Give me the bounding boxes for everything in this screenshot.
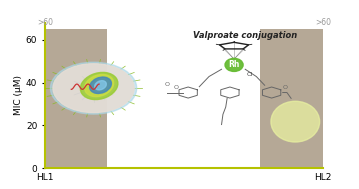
Text: Valproate conjugation: Valproate conjugation: [193, 31, 297, 40]
Text: O: O: [165, 82, 170, 87]
Text: >60: >60: [315, 18, 331, 27]
Text: O: O: [283, 85, 288, 90]
Ellipse shape: [90, 77, 111, 94]
Ellipse shape: [80, 72, 118, 100]
Text: O: O: [173, 85, 178, 90]
Text: >60: >60: [37, 18, 53, 27]
Ellipse shape: [50, 62, 137, 114]
Ellipse shape: [53, 64, 134, 113]
Bar: [0, 29, 107, 168]
Text: Rh: Rh: [228, 60, 240, 69]
Ellipse shape: [271, 101, 320, 142]
Ellipse shape: [225, 58, 243, 71]
Ellipse shape: [85, 74, 114, 97]
Ellipse shape: [95, 81, 106, 90]
Text: Cl: Cl: [247, 72, 253, 77]
Bar: [261, 29, 359, 168]
Y-axis label: MIC (μM): MIC (μM): [14, 75, 23, 115]
